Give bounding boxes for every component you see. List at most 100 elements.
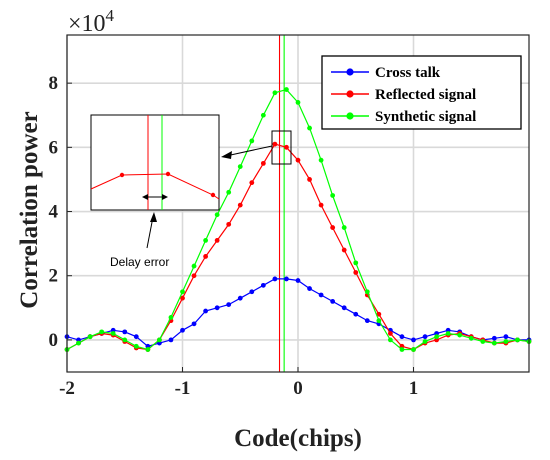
y-axis-title: Correlation power: [16, 111, 43, 308]
data-point-cross-talk: [318, 292, 324, 298]
inset-frame: [90, 114, 220, 211]
data-point-cross-talk: [284, 276, 289, 282]
data-point-synthetic-signal: [249, 138, 255, 144]
y-exponent-power: 4: [106, 6, 115, 25]
data-point-cross-talk: [249, 289, 255, 295]
y-tick-label: 0: [49, 330, 59, 351]
data-point-cross-talk: [422, 334, 428, 340]
data-point-reflected-signal: [388, 331, 393, 336]
data-point-cross-talk: [353, 311, 359, 317]
data-point-reflected-signal: [318, 202, 324, 208]
data-point-synthetic-signal: [341, 225, 347, 230]
legend-label-synthetic-signal: Synthetic signal: [375, 109, 476, 125]
legend: Cross talk Reflected signal Synthetic sign…: [321, 55, 522, 130]
data-point-synthetic-signal: [468, 335, 474, 341]
delay-error-arrow-right: [162, 194, 168, 200]
legend-marker-cross-talk: [346, 68, 354, 76]
data-point-synthetic-signal: [168, 315, 174, 320]
data-point-synthetic-signal: [203, 238, 209, 243]
data-point-synthetic-signal: [237, 164, 243, 169]
data-point-cross-talk: [295, 278, 301, 283]
data-point-synthetic-signal: [295, 100, 301, 105]
data-point-reflected-signal: [214, 238, 220, 243]
data-point-cross-talk: [341, 305, 347, 311]
data-point-reflected-signal: [180, 295, 185, 301]
data-point-synthetic-signal: [422, 339, 428, 344]
legend-label-reflected-signal: Reflected signal: [375, 87, 476, 103]
data-point-synthetic-signal: [180, 289, 185, 295]
x-tick-label: 0: [293, 378, 303, 399]
data-point-cross-talk: [168, 337, 174, 343]
data-point-synthetic-signal: [307, 125, 312, 131]
data-point-synthetic-signal: [388, 337, 393, 343]
data-point-synthetic-signal: [284, 87, 289, 92]
data-point-cross-talk: [122, 329, 128, 335]
data-point-synthetic-signal: [491, 340, 497, 346]
zoom-arrow-head: [221, 151, 232, 159]
y-tick-label: 8: [49, 73, 59, 94]
inset-point: [119, 172, 125, 178]
x-tick-label: 1: [409, 378, 419, 399]
data-point-cross-talk: [226, 302, 232, 307]
data-point-cross-talk: [133, 334, 139, 340]
data-point-synthetic-signal: [318, 157, 324, 163]
data-point-reflected-signal: [260, 160, 266, 166]
data-point-cross-talk: [272, 276, 278, 282]
data-point-synthetic-signal: [99, 329, 105, 335]
delay-error-arrow-left: [142, 194, 148, 200]
data-point-cross-talk: [203, 308, 209, 314]
data-point-synthetic-signal: [434, 334, 439, 340]
data-point-cross-talk: [411, 337, 416, 343]
data-point-synthetic-signal: [157, 337, 162, 343]
legend-box: [321, 55, 522, 130]
ticks: -2 -1 0 1 0 2 4 6 8: [49, 73, 419, 399]
y-exponent-label: ×104: [68, 6, 115, 37]
data-point-synthetic-signal: [260, 112, 266, 118]
data-point-cross-talk: [491, 335, 497, 341]
data-point-reflected-signal: [330, 225, 336, 230]
data-point-cross-talk: [364, 318, 370, 324]
delay-error-pointer-head: [150, 212, 157, 222]
data-point-cross-talk: [191, 321, 197, 327]
data-point-cross-talk: [237, 295, 243, 301]
delay-error-label: Delay error: [110, 255, 169, 269]
data-point-synthetic-signal: [272, 90, 278, 96]
data-point-reflected-signal: [203, 254, 209, 259]
data-point-synthetic-signal: [480, 339, 486, 344]
data-point-synthetic-signal: [503, 339, 509, 344]
series-layer: [64, 87, 532, 352]
zoom-region-box: [271, 130, 292, 165]
data-point-synthetic-signal: [110, 331, 116, 336]
x-tick-label: -2: [59, 378, 75, 399]
data-point-synthetic-signal: [76, 340, 81, 346]
data-point-synthetic-signal: [411, 347, 416, 352]
y-tick-label: 4: [49, 202, 59, 223]
x-axis-title: Code(chips): [234, 425, 362, 452]
data-point-reflected-signal: [226, 221, 232, 227]
data-point-cross-talk: [399, 334, 405, 340]
y-tick-label: 2: [49, 266, 59, 287]
data-point-synthetic-signal: [515, 337, 520, 343]
y-tick-label: 6: [49, 137, 59, 158]
data-point-reflected-signal: [353, 270, 359, 275]
data-point-synthetic-signal: [87, 334, 93, 340]
data-point-synthetic-signal: [376, 318, 382, 324]
data-point-cross-talk: [260, 282, 266, 288]
x-tick-label: -1: [175, 378, 191, 399]
data-point-reflected-signal: [237, 202, 243, 208]
delay-error-pointer: [146, 216, 154, 249]
data-point-reflected-signal: [376, 311, 382, 317]
inset-point: [165, 171, 171, 177]
data-point-synthetic-signal: [122, 337, 128, 343]
data-point-reflected-signal: [284, 144, 289, 150]
data-point-cross-talk: [330, 298, 336, 304]
data-point-reflected-signal: [295, 157, 301, 163]
data-point-reflected-signal: [191, 273, 197, 279]
legend-marker-synthetic-signal: [346, 112, 354, 120]
data-point-reflected-signal: [272, 141, 278, 147]
data-point-cross-talk: [214, 305, 220, 311]
data-point-synthetic-signal: [445, 331, 451, 336]
data-point-synthetic-signal: [133, 343, 139, 349]
data-point-synthetic-signal: [353, 260, 359, 266]
